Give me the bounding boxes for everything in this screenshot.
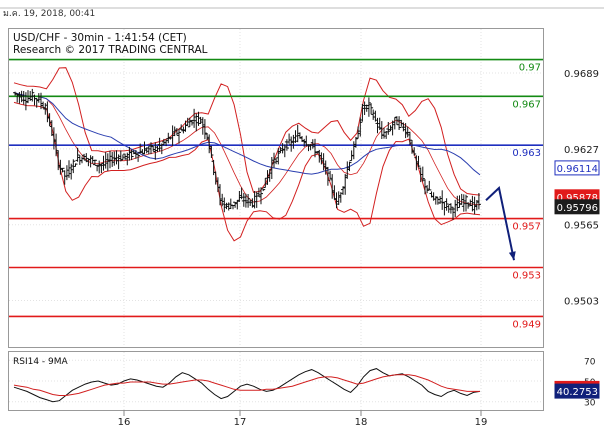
level-label: 0.957 bbox=[512, 222, 541, 233]
forecast-arrow-head bbox=[508, 251, 516, 261]
level-label: 0.963 bbox=[512, 148, 541, 159]
x-tick-label: 17 bbox=[234, 417, 247, 428]
level-label: 0.967 bbox=[512, 99, 541, 110]
bollinger-upper bbox=[13, 67, 481, 196]
rsi-title: RSI14 - 9MA bbox=[13, 357, 69, 367]
price-tag-label: 0.96114 bbox=[557, 164, 598, 175]
header-date: ม.ค. 19, 2018, 00:41 bbox=[3, 9, 95, 19]
price-tag-label: 40.2753 bbox=[557, 387, 598, 398]
y-tick-label: 0.9627 bbox=[564, 145, 599, 156]
y-tick-label: 0.9565 bbox=[564, 221, 599, 232]
x-tick-label: 19 bbox=[475, 417, 488, 428]
main-panel-frame bbox=[8, 28, 544, 348]
rsi-series bbox=[13, 368, 481, 403]
y-tick-label: 0.9503 bbox=[564, 297, 599, 308]
candles bbox=[13, 88, 481, 220]
chart-title: USD/CHF - 30min - 1:41:54 (CET) bbox=[13, 32, 187, 44]
forecast-arrow-line bbox=[485, 186, 515, 261]
price-tag-label: 0.95878 bbox=[557, 193, 598, 204]
x-tick-label: 16 bbox=[118, 417, 131, 428]
x-axis-labels: 16 17 18 19 bbox=[118, 410, 488, 428]
rsi-tick-label: 30 bbox=[584, 399, 596, 409]
rsi-panel-frame bbox=[8, 351, 544, 411]
levels: 0.97 0.967 0.963 0.957 0.953 0.949 bbox=[9, 58, 543, 330]
bollinger-lower bbox=[13, 101, 481, 242]
rsi-tick-label: 70 bbox=[584, 357, 596, 367]
level-label: 0.953 bbox=[512, 271, 541, 282]
price-tag-box bbox=[554, 160, 600, 176]
price-tag-label: 0.95796 bbox=[557, 203, 598, 214]
y-tick-label: 0.9689 bbox=[564, 69, 599, 80]
rsi-9ma-line bbox=[13, 374, 480, 396]
y-axis-labels: 0.9689 0.9627 0.9565 0.9503 bbox=[564, 69, 599, 307]
level-label: 0.97 bbox=[519, 63, 541, 74]
forecast-arrow bbox=[485, 186, 516, 261]
level-label: 0.949 bbox=[512, 319, 541, 330]
price-tag-box bbox=[554, 383, 600, 399]
x-tick-label: 18 bbox=[355, 417, 368, 428]
rsi-grid bbox=[9, 352, 543, 410]
price-tag-box bbox=[554, 199, 600, 215]
rsi14-line bbox=[13, 368, 481, 403]
main-grid bbox=[9, 29, 543, 347]
chart-source: Research © 2017 TRADING CENTRAL bbox=[13, 44, 208, 56]
